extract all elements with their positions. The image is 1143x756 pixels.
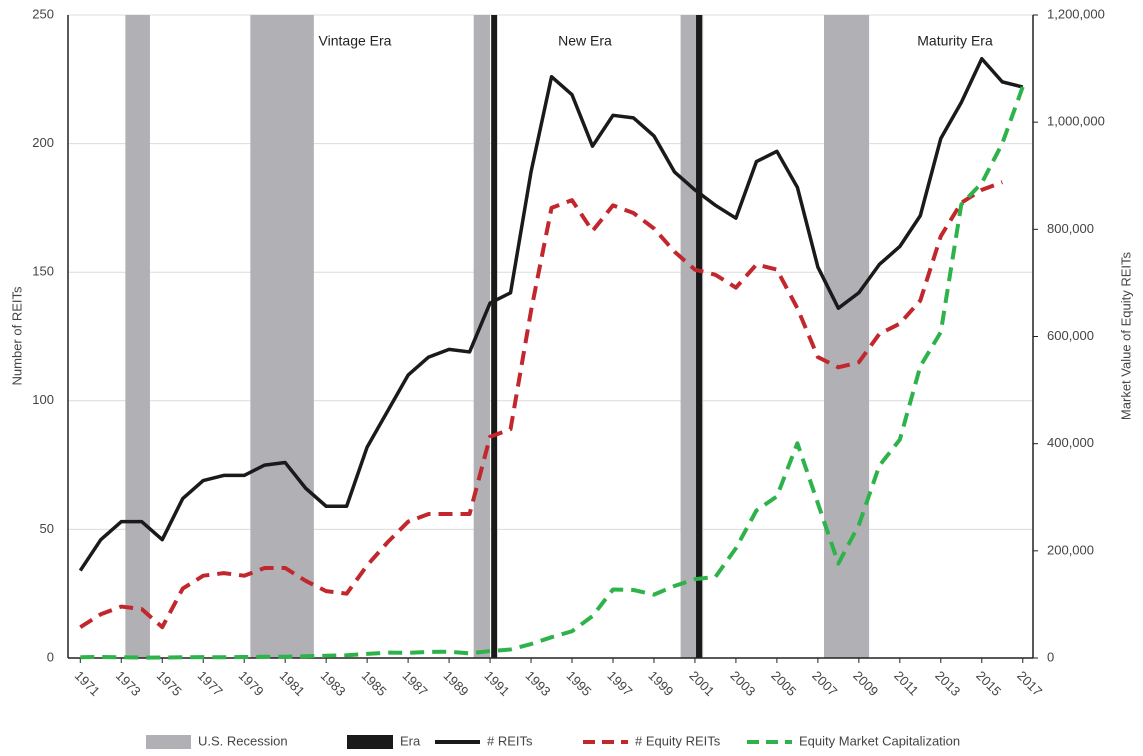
x-tick-label: 2013 — [932, 668, 963, 699]
y2-tick-label: 200,000 — [1047, 542, 1094, 557]
y2-axis-label: Market Value of Equity REITs — [1118, 251, 1133, 420]
x-tick-label: 1987 — [400, 668, 431, 699]
y-axis-label: Number of REITs — [9, 286, 24, 385]
y-tick-label: 50 — [40, 521, 54, 536]
legend-swatch — [146, 735, 191, 749]
x-tick-label: 2005 — [768, 668, 799, 699]
y-tick-label: 200 — [32, 135, 54, 150]
recession-band — [473, 15, 491, 658]
legend-label: Era — [400, 733, 421, 748]
y-tick-label: 0 — [47, 649, 54, 664]
x-tick-label: 1973 — [113, 668, 144, 699]
y2-tick-label: 800,000 — [1047, 221, 1094, 236]
x-tick-label: 2003 — [727, 668, 758, 699]
legend-label: # Equity REITs — [635, 733, 721, 748]
recession-band — [125, 15, 150, 658]
recession-band — [250, 15, 314, 658]
x-tick-label: 1995 — [563, 668, 594, 699]
x-tick-label: 1983 — [318, 668, 349, 699]
x-tick-label: 2009 — [850, 668, 881, 699]
x-tick-label: 2015 — [973, 668, 1004, 699]
recession-band — [824, 15, 870, 658]
x-tick-label: 2017 — [1014, 668, 1045, 699]
legend-label: # REITs — [487, 733, 533, 748]
x-tick-label: 1991 — [482, 668, 513, 699]
legend-swatch — [347, 735, 393, 749]
annotation: Vintage Era — [319, 33, 392, 49]
series-line — [78, 56, 1024, 572]
x-tick-label: 1999 — [645, 668, 676, 699]
y-tick-label: 100 — [32, 392, 54, 407]
y2-tick-label: 1,000,000 — [1047, 114, 1105, 129]
x-tick-label: 2011 — [891, 668, 921, 698]
y2-tick-label: 0 — [1047, 649, 1054, 664]
x-tick-label: 2001 — [686, 668, 717, 699]
x-tick-label: 1981 — [277, 668, 308, 699]
y2-tick-label: 600,000 — [1047, 328, 1094, 343]
legend-label: U.S. Recession — [198, 733, 288, 748]
series-line — [79, 180, 1003, 630]
y2-tick-label: 400,000 — [1047, 435, 1094, 450]
x-tick-label: 1985 — [359, 668, 390, 699]
series-line — [80, 86, 1025, 660]
x-tick-label: 1979 — [236, 668, 267, 699]
x-tick-label: 1989 — [441, 668, 472, 699]
annotation: New Era — [558, 33, 612, 49]
x-tick-label: 1971 — [72, 668, 103, 699]
x-tick-label: 1993 — [522, 668, 553, 699]
x-tick-label: 1977 — [195, 668, 226, 699]
x-tick-label: 2007 — [809, 668, 840, 699]
y-tick-label: 250 — [32, 6, 54, 21]
x-tick-label: 1975 — [154, 668, 185, 699]
annotation: Maturity Era — [917, 33, 993, 49]
legend-label: Equity Market Capitalization — [799, 733, 960, 748]
y-tick-label: 150 — [32, 264, 54, 279]
x-tick-label: 1997 — [604, 668, 635, 699]
y2-tick-label: 1,200,000 — [1047, 6, 1105, 21]
